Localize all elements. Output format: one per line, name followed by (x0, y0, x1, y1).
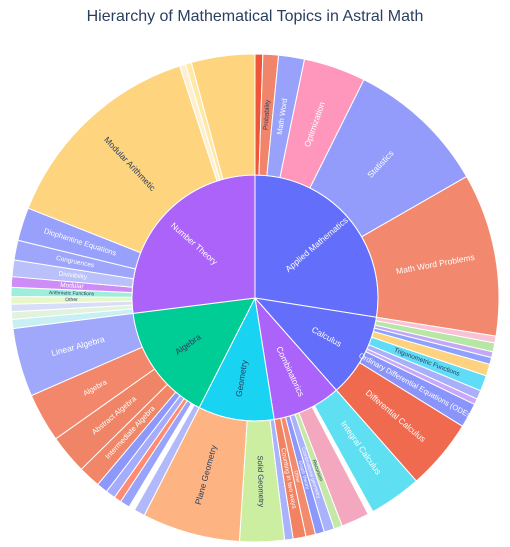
outer-label-arithmetic-functions-41: Arithmetic Functions (49, 290, 95, 297)
outer-segment-modular-arithmetic-46[interactable] (27, 65, 218, 254)
outer-ring (10, 53, 500, 543)
outer-label-other-22: Other (292, 470, 301, 484)
outer-label-solid-geometry-25: Solid Geometry (256, 455, 267, 507)
inner-ring (131, 174, 379, 422)
outer-label-other-40: Other (65, 297, 78, 303)
chart-title: Hierarchy of Mathematical Topics in Astr… (86, 8, 424, 25)
outer-label-probability-1: Probability (263, 99, 272, 130)
outer-segment-segment-49[interactable] (190, 53, 256, 180)
outer-label-modular-42: Modular (60, 282, 85, 291)
outer-label-divisibility-43: Divisibility (58, 271, 88, 282)
